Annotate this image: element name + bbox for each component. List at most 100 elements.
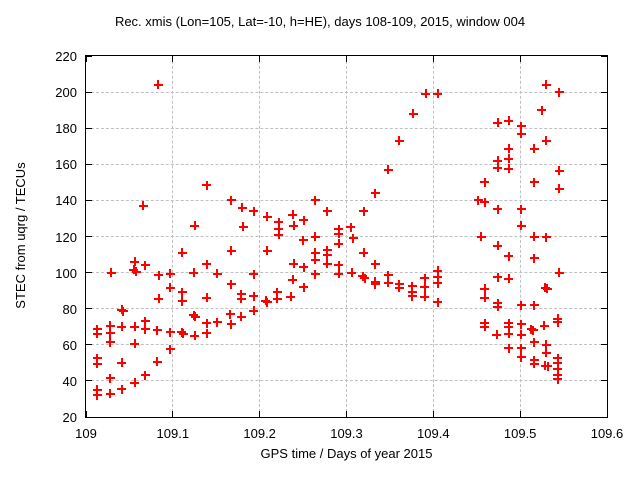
y-tick-label: 180 xyxy=(55,121,77,137)
y-tick-mark xyxy=(86,199,92,201)
x-tick-label: 109.4 xyxy=(417,426,450,441)
data-point xyxy=(516,129,526,139)
data-point xyxy=(190,331,200,341)
data-point xyxy=(238,222,248,232)
data-point xyxy=(553,358,562,368)
data-point xyxy=(554,87,564,97)
x-tick-mark xyxy=(85,56,87,62)
data-point xyxy=(516,221,526,231)
y-tick-mark xyxy=(86,344,92,346)
data-point xyxy=(348,233,358,243)
grid-line-horizontal xyxy=(86,380,607,382)
x-tick-mark xyxy=(172,411,174,417)
data-point xyxy=(212,269,222,278)
data-point xyxy=(539,321,549,331)
data-point xyxy=(542,284,552,294)
data-point xyxy=(92,353,102,363)
data-point xyxy=(541,136,551,146)
data-point xyxy=(177,287,187,297)
y-tick-mark xyxy=(601,163,607,165)
data-point xyxy=(274,230,284,240)
data-point xyxy=(528,325,538,335)
data-point xyxy=(334,269,344,278)
data-point xyxy=(492,330,502,340)
data-point xyxy=(543,361,553,371)
x-tick-mark xyxy=(432,56,434,62)
data-point xyxy=(529,144,539,154)
data-point xyxy=(178,329,188,339)
y-tick-mark xyxy=(86,91,92,93)
data-point xyxy=(493,204,503,214)
data-point xyxy=(140,316,150,326)
data-point xyxy=(334,260,344,270)
data-point xyxy=(288,275,298,285)
data-point xyxy=(359,248,369,258)
data-point xyxy=(493,272,503,282)
data-point xyxy=(262,212,272,222)
data-point xyxy=(433,272,443,282)
data-point xyxy=(226,246,236,256)
data-point xyxy=(177,248,187,258)
data-point xyxy=(407,291,417,301)
y-tick-mark xyxy=(86,163,92,165)
y-tick-mark xyxy=(86,236,92,237)
data-point xyxy=(165,283,175,293)
data-point xyxy=(165,269,175,278)
data-point xyxy=(360,273,370,283)
data-point xyxy=(473,195,483,205)
data-point xyxy=(420,282,430,292)
data-point xyxy=(421,89,431,99)
data-point xyxy=(226,279,236,289)
data-point xyxy=(504,329,514,339)
data-point xyxy=(493,241,503,251)
data-point xyxy=(516,352,526,362)
data-point xyxy=(190,312,200,322)
data-point xyxy=(493,302,503,312)
data-point xyxy=(299,282,309,292)
data-point xyxy=(130,257,140,267)
y-tick-label: 220 xyxy=(55,49,77,64)
x-tick-mark xyxy=(519,56,521,62)
data-point xyxy=(370,188,380,198)
y-tick-mark xyxy=(601,236,607,237)
grid-line-horizontal xyxy=(86,308,607,310)
y-tick-mark xyxy=(601,416,607,418)
data-point xyxy=(516,330,526,340)
x-tick-label: 109.6 xyxy=(590,426,624,441)
data-point xyxy=(504,144,514,154)
data-point xyxy=(480,322,490,332)
data-point xyxy=(433,89,443,99)
data-point xyxy=(493,118,503,128)
data-point xyxy=(493,163,503,173)
y-tick-mark xyxy=(601,272,607,274)
data-point xyxy=(140,260,150,270)
data-point xyxy=(262,246,272,256)
data-point xyxy=(553,317,562,327)
data-point xyxy=(236,312,246,322)
data-point xyxy=(480,177,490,187)
grid-line-horizontal xyxy=(86,199,607,201)
y-tick-mark xyxy=(601,344,607,346)
plot-area xyxy=(85,55,608,418)
data-point xyxy=(553,370,562,380)
data-point xyxy=(130,378,140,388)
data-point xyxy=(310,195,320,205)
data-point xyxy=(129,265,139,275)
data-point xyxy=(261,296,271,306)
x-tick-mark xyxy=(172,56,174,62)
data-point xyxy=(288,210,298,220)
data-point xyxy=(358,271,368,281)
data-point xyxy=(322,250,332,260)
data-point xyxy=(433,278,443,288)
data-point xyxy=(130,322,140,332)
data-point xyxy=(310,232,320,241)
x-tick-label: 109.1 xyxy=(156,426,190,441)
data-point xyxy=(153,80,163,90)
data-point xyxy=(529,232,539,241)
data-point xyxy=(154,270,164,280)
data-point xyxy=(554,268,564,278)
data-point xyxy=(131,267,141,277)
data-point xyxy=(202,318,212,328)
data-point xyxy=(105,389,115,399)
data-point xyxy=(541,80,551,90)
